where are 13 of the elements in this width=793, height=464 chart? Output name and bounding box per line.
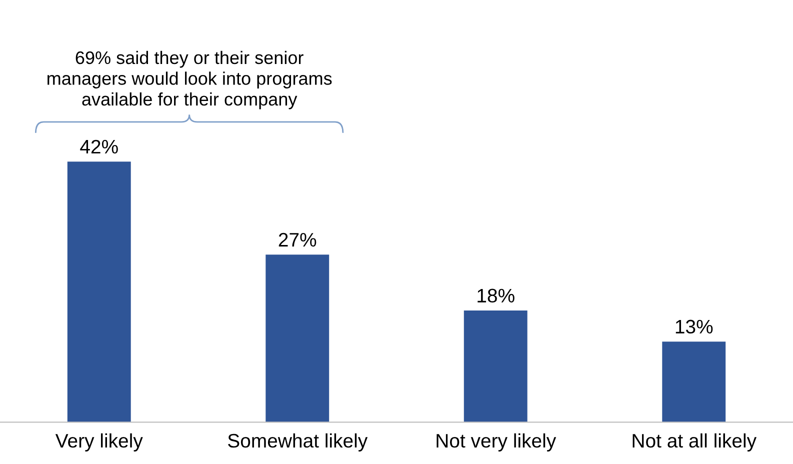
bar [67, 162, 131, 422]
x-tick-label: Not very likely [436, 433, 556, 452]
x-tick-label: Very likely [55, 433, 143, 452]
data-label: 13% [676, 320, 713, 334]
text: 69% said they or their senior managers would look into programs available for their company [48, 50, 332, 110]
x-tick-label: Somewhat likely [228, 433, 368, 452]
data-label: 42% [80, 140, 118, 154]
bar [464, 310, 528, 422]
bar [662, 342, 726, 422]
data-label: 18% [478, 288, 514, 303]
x-tick-label: Not at all likely [632, 433, 757, 452]
bar [266, 254, 330, 422]
data-label: 27% [278, 232, 316, 247]
